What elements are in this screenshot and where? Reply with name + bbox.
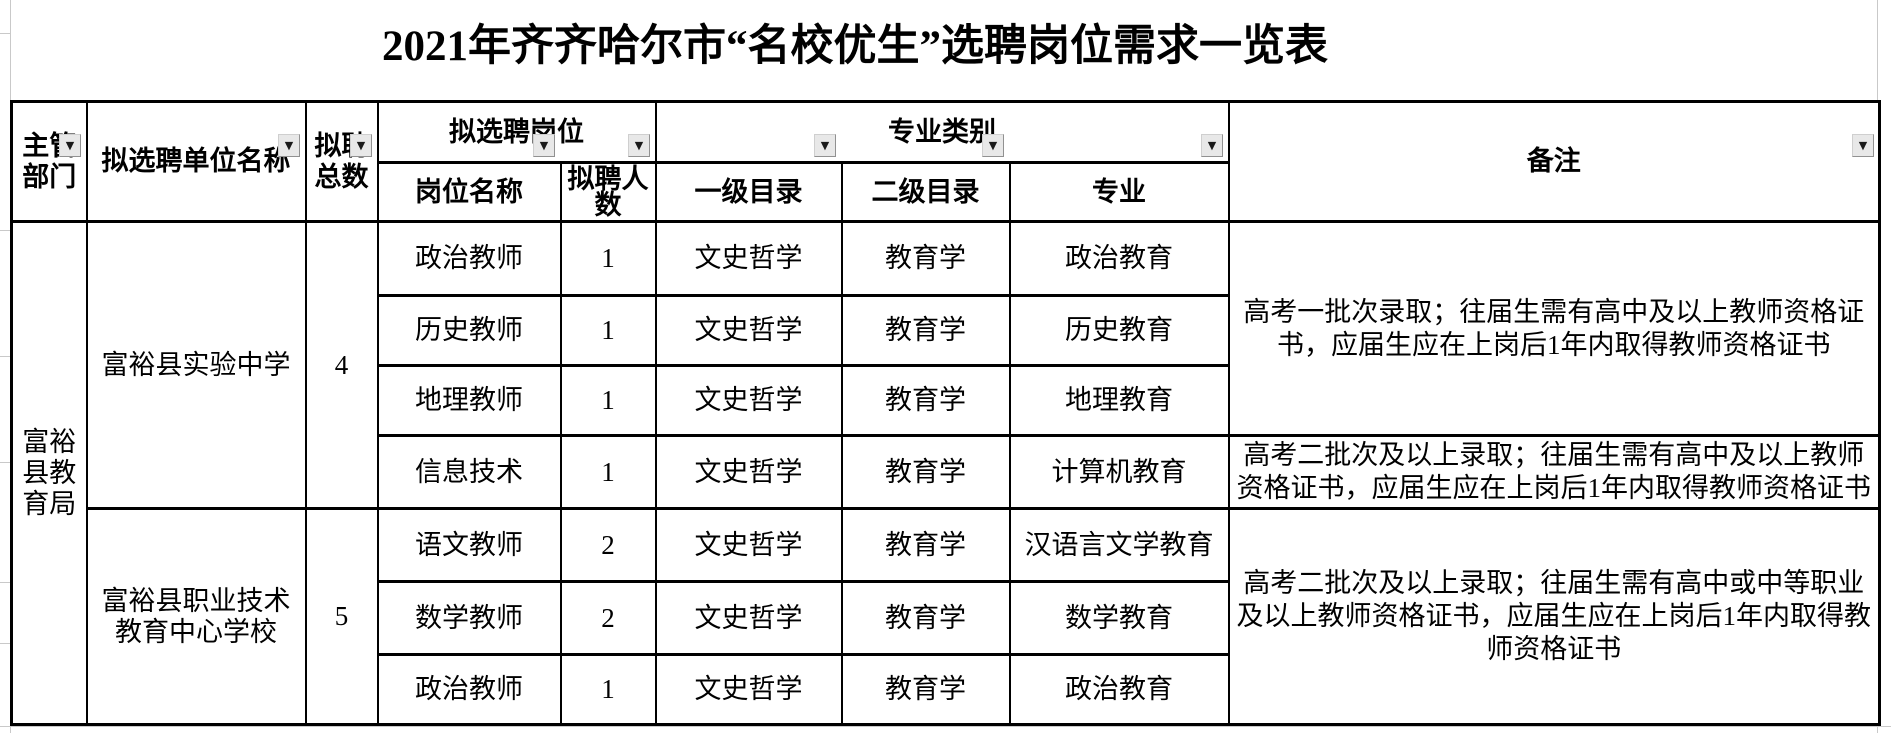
page-title: 2021年齐齐哈尔市“名校优生”选聘岗位需求一览表 [382, 23, 1328, 70]
cell-count: 2 [559, 580, 657, 656]
gridline-stub [0, 33, 10, 34]
cell-cat1: 文史哲学 [654, 434, 843, 510]
cell-dept: 富裕县教育局 [10, 220, 88, 726]
cell-cat1: 文史哲学 [654, 294, 843, 367]
cell-cat2: 教育学 [840, 294, 1011, 367]
header-unit-name: 拟选聘单位名称 [85, 100, 307, 223]
cell-post: 地理教师 [376, 364, 562, 437]
table-row: 数学教师 2 文史哲学 教育学 数学教育 [12, 580, 1880, 656]
cell-unit-2: 富裕县职业技术教育中心学校 [85, 507, 307, 726]
cell-cat2: 教育学 [840, 364, 1011, 437]
cell-cat2: 教育学 [840, 220, 1011, 297]
cell-unit-1: 富裕县实验中学 [85, 220, 307, 510]
filter-button-post-name[interactable]: ▼ [533, 134, 555, 157]
cell-major: 历史教育 [1008, 294, 1230, 367]
cell-major: 地理教育 [1008, 364, 1230, 437]
gridline-stub [0, 462, 10, 463]
table-row: 富裕县教育局 富裕县实验中学 4 政治教师 1 文史哲学 教育学 政治教育 高考… [10, 220, 1881, 726]
cell-remark-1: 高考一批次录取；往届生需有高中及以上教师资格证书，应届生应在上岗后1年内取得教师… [1227, 220, 1881, 437]
header-total: 拟聘总数 [304, 100, 379, 223]
filter-button-cat2[interactable]: ▼ [982, 134, 1004, 157]
cell-post: 政治教师 [376, 653, 562, 726]
cell-post: 历史教师 [376, 294, 562, 367]
header-dept: 主管部门 [10, 100, 88, 223]
cell-major: 计算机教育 [1008, 434, 1230, 510]
gridline-stub [0, 230, 10, 231]
filter-dropdown-icon: ▼ [539, 139, 549, 152]
cell-cat2: 教育学 [840, 434, 1011, 510]
cell-count: 1 [559, 364, 657, 437]
cell-remark-2: 高考二批次及以上录取；往届生需有高中及以上教师资格证书，应届生应在上岗后1年内取… [1227, 434, 1881, 510]
header-cat2: 二级目录 [840, 161, 1011, 223]
cell-post: 语文教师 [376, 507, 562, 583]
cell-total-2: 5 [304, 507, 379, 726]
gridline-stub [0, 643, 10, 644]
cell-cat1: 文史哲学 [654, 507, 843, 583]
cell-major: 政治教育 [1008, 220, 1230, 297]
cell-post: 政治教师 [376, 220, 562, 297]
gridline-stub [0, 356, 10, 357]
header-cat1: 一级目录 [654, 161, 843, 223]
filter-button-total[interactable]: ▼ [350, 134, 372, 157]
cell-count: 2 [559, 507, 657, 583]
cell-major: 数学教育 [1008, 580, 1230, 656]
header-post-group: 拟选聘岗位 [376, 100, 657, 164]
table-row: 富裕县职业技术教育中心学校 5 语文教师 2 文史哲学 教育学 汉语言文学教育 … [12, 507, 1881, 726]
filter-dropdown-icon: ▼ [65, 139, 75, 152]
table-row: 地理教师 1 文史哲学 教育学 地理教育 [12, 364, 1880, 437]
gridline-stub [0, 582, 10, 583]
filter-dropdown-icon: ▼ [284, 139, 294, 152]
table-row: 历史教师 1 文史哲学 教育学 历史教育 [12, 294, 1880, 367]
filter-dropdown-icon: ▼ [1858, 139, 1868, 152]
header-remark: 备注 [1227, 100, 1881, 223]
filter-dropdown-icon: ▼ [1207, 139, 1217, 152]
header-major: 专业 [1008, 161, 1230, 223]
header-major-group: 专业类别 [654, 100, 1230, 164]
cell-cat2: 教育学 [840, 653, 1011, 726]
cell-count: 1 [559, 653, 657, 726]
cell-cat1: 文史哲学 [654, 653, 843, 726]
filter-dropdown-icon: ▼ [988, 139, 998, 152]
filter-dropdown-icon: ▼ [820, 139, 830, 152]
filter-button-remark[interactable]: ▼ [1852, 134, 1874, 157]
filter-button-major[interactable]: ▼ [1201, 134, 1223, 157]
cell-cat1: 文史哲学 [654, 580, 843, 656]
cell-cat2: 教育学 [840, 507, 1011, 583]
cell-count: 1 [559, 294, 657, 367]
gridline-bottom [0, 726, 1891, 727]
cell-total-1: 4 [304, 220, 379, 510]
table-row: 信息技术 1 文史哲学 教育学 计算机教育 高考二批次及以上录取；往届生需有高中… [12, 434, 1881, 510]
filter-dropdown-icon: ▼ [356, 139, 366, 152]
filter-button-cat1[interactable]: ▼ [814, 134, 836, 157]
cell-count: 1 [559, 434, 657, 510]
cell-post: 数学教师 [376, 580, 562, 656]
filter-button-post-count[interactable]: ▼ [628, 134, 650, 157]
filter-button-dept[interactable]: ▼ [59, 134, 81, 157]
filter-button-unit[interactable]: ▼ [278, 134, 300, 157]
cell-cat1: 文史哲学 [654, 364, 843, 437]
cell-post: 信息技术 [376, 434, 562, 510]
header-row-columns: 岗位名称 拟聘人数 一级目录 二级目录 专业 [12, 161, 1880, 223]
cell-remark-3: 高考二批次及以上录取；往届生需有高中或中等职业及以上教师资格证书，应届生应在上岗… [1227, 507, 1881, 726]
job-demand-table: 主管部门 拟选聘单位名称 拟聘总数 拟选聘岗位 专业类别 备注 岗位名称 拟聘人… [10, 100, 1881, 726]
cell-cat1: 文史哲学 [654, 220, 843, 297]
filter-dropdown-icon: ▼ [634, 139, 644, 152]
cell-major: 政治教育 [1008, 653, 1230, 726]
header-post-name: 岗位名称 [376, 161, 562, 223]
cell-major: 汉语言文学教育 [1008, 507, 1230, 583]
cell-count: 1 [559, 220, 657, 297]
header-row-groups: 主管部门 拟选聘单位名称 拟聘总数 拟选聘岗位 专业类别 备注 [10, 100, 1881, 223]
cell-cat2: 教育学 [840, 580, 1011, 656]
header-post-count: 拟聘人数 [559, 161, 657, 223]
table-row: 政治教师 1 文史哲学 教育学 政治教育 [12, 653, 1880, 726]
